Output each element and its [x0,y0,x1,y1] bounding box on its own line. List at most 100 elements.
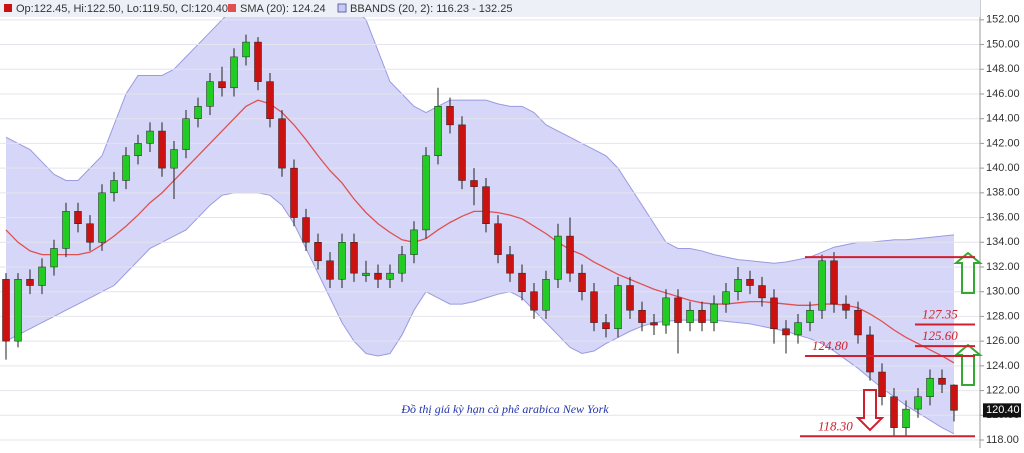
candle-body [746,279,754,286]
candle-body [86,223,94,243]
candle-body [482,186,490,224]
level-label: 125.60 [922,328,958,343]
candle-body [38,266,46,286]
y-tick-label: 124.00 [986,360,1020,372]
candle-body [602,322,610,330]
candle-body [422,155,430,231]
candle-body [230,56,238,89]
candle-body [902,408,910,428]
candle-body [350,242,358,274]
candle-body [254,41,262,82]
last-price-label: 120.40 [986,404,1020,416]
legend-marker [228,4,236,12]
candle-body [674,297,682,323]
candle-body [302,217,310,243]
candle-body [410,229,418,255]
candle-body [158,130,166,169]
candle-body [590,291,598,323]
candle-body [122,155,130,181]
legend-entry: BBANDS (20, 2): 116.23 - 132.25 [350,3,512,15]
candle-body [662,297,670,326]
sma-line [5,99,955,364]
candle-body [782,328,790,336]
y-tick-label: 136.00 [986,211,1020,223]
candle-body [386,272,394,280]
candle-body [374,272,382,280]
level-label: 127.35 [922,306,958,321]
level-label: 118.30 [818,418,853,433]
candle-body [842,303,850,311]
candle-body [770,297,778,330]
y-tick-label: 140.00 [986,162,1020,174]
legend-marker [4,4,12,12]
candle-body [818,260,826,311]
last-price-box [983,403,1021,418]
candle-body [278,118,286,169]
candle-body [458,124,466,181]
y-tick-label: 138.00 [986,187,1020,199]
ohlc-legend: Op:122.45, Hi:122.50, Lo:119.50, Cl:120.… [16,3,228,15]
y-tick-label: 144.00 [986,113,1020,125]
band-fill [6,5,954,434]
down-arrow [855,389,885,432]
candle-body [554,235,562,280]
y-tick-label: 118.00 [986,434,1019,446]
legend-entry: SMA (20): 124.24 [240,3,326,15]
candle-body [926,377,934,397]
band-edge [5,4,955,264]
candle-body [686,309,694,323]
candle-body [734,279,742,292]
candle-body [398,254,406,274]
candle-body [2,279,10,342]
candle-body [758,285,766,299]
candle-body [338,242,346,280]
y-tick-label: 150.00 [986,38,1020,50]
y-tick-label: 128.00 [986,310,1020,322]
candle-body [830,260,838,305]
candle-body [182,118,190,150]
candle-body [74,211,82,224]
candle-body [446,106,454,126]
candle-body [938,377,946,385]
candle-body [518,272,526,292]
candle-body [62,211,70,249]
candle-body [266,81,274,119]
candle-body [98,192,106,243]
candle-body [794,322,802,336]
y-tick-label: 152.00 [986,14,1020,26]
y-tick-label: 148.00 [986,63,1020,75]
candle-body [650,322,658,326]
candle-body [206,81,214,107]
candle-body [722,291,730,305]
candle-body [50,248,58,268]
candle-body [914,396,922,410]
candle-body [314,242,322,262]
candle-body [614,285,622,330]
candle-body [566,235,574,274]
legend-marker [337,3,347,13]
candle-body [362,272,370,276]
y-tick-label: 132.00 [986,261,1020,273]
main-layer [2,34,958,437]
y-tick-label: 122.00 [986,384,1020,396]
candle-body [578,272,586,292]
candle-body [434,106,442,157]
grid-layer [0,19,980,441]
y-tick-label: 142.00 [986,137,1020,149]
candle-body [710,303,718,323]
candle-body [698,309,706,323]
candle-body [170,149,178,169]
level-label: 124.80 [812,338,848,353]
candle-body [866,334,874,373]
candle-body [506,254,514,274]
candle-body [542,279,550,311]
legend-bar [0,0,980,17]
candle-body [218,81,226,89]
y-tick-label: 134.00 [986,236,1020,248]
candle-body [638,309,646,323]
candle-body [110,180,118,194]
candle-body [878,371,886,397]
candle-body [494,223,502,255]
y-tick-label: 130.00 [986,286,1020,298]
